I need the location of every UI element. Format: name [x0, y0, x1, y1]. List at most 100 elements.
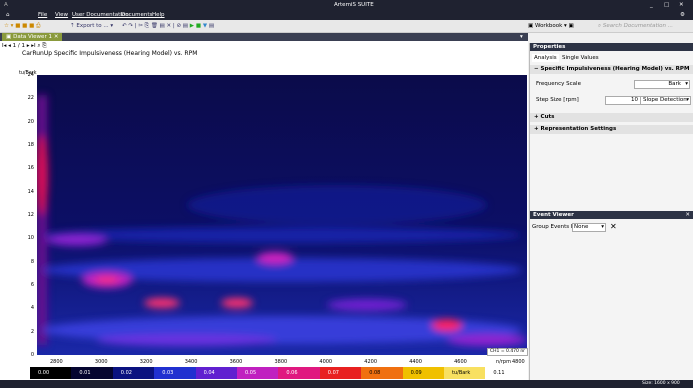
status-size: Size: 1600 x 900 — [642, 380, 680, 388]
colorbar-label: 0.02 — [121, 369, 132, 377]
section-title: Specific Impulsiveness (Hearing Model) v… — [541, 66, 690, 72]
toolbar: ☆ ▾ ■ ■ ■ ⎙ ⇡ Export to ... ▾ ↶ ↷ | ✂ ⎘ … — [0, 20, 693, 33]
viewer-tab-label: Data Viewer 1 — [13, 34, 52, 40]
x-tick-label: 3600 — [230, 359, 243, 365]
x-tick-label: 3400 — [185, 359, 198, 365]
colorbar-segment: 0.03 — [154, 367, 195, 379]
viewer-tab[interactable]: ▣ Data Viewer 1 ✕ — [2, 33, 62, 41]
colorbar-segment: 0.01 — [71, 367, 112, 379]
colorbar-label: 0.09 — [411, 369, 422, 377]
frequency-scale-value: Bark — [668, 81, 681, 88]
y-tick-label: 2 — [22, 329, 34, 335]
x-unit: n/rpm — [496, 359, 511, 365]
step-size-value: 10 — [631, 97, 638, 104]
step-size-label: Step Size [rpm] — [536, 97, 579, 103]
menu-item[interactable]: Documents — [121, 10, 152, 20]
status-bar: Size: 1600 x 900 — [0, 380, 693, 388]
cuts-title: Cuts — [541, 114, 555, 120]
workbook-label: Workbook — [535, 23, 562, 29]
close[interactable]: ✕ — [679, 0, 684, 10]
event-viewer-header: Event Viewer✕ — [530, 211, 693, 219]
chart-title: CarRunUp Specific Impulsiveness (Hearing… — [22, 50, 197, 57]
colorbar-segment: 0.11 — [485, 367, 526, 379]
group-events-select[interactable]: None▾ — [572, 223, 606, 232]
viewer-nav: I◂ ◂ 1 / 1 ▸ ▸I ⌕ ⎘ — [2, 42, 47, 50]
tab-menu[interactable]: ▾ — [520, 33, 523, 41]
section-header[interactable]: − Specific Impulsiveness (Hearing Model)… — [530, 65, 693, 74]
colorbar-label: 0.11 — [493, 369, 504, 377]
app-window: A ArtemiS SUITE _ □ ✕ ⌂ ⚙ FileViewUser D… — [0, 0, 693, 388]
x-tick-label: 3000 — [95, 359, 108, 365]
cuts-header[interactable]: + Cuts — [530, 113, 693, 122]
x-tick-label: 3800 — [275, 359, 288, 365]
x-tick-label: 4800 — [512, 359, 525, 365]
y-tick-label: 10 — [22, 235, 34, 241]
event-viewer-title: Event Viewer — [533, 212, 574, 218]
toolbar-icons-2[interactable]: ↶ ↷ | ✂ ⎘ 🗑 ▤ ✕ | ⊘ ▤ ▶ ■ ▼ ▤ — [122, 20, 214, 32]
colorbar-segment: 0.05 — [237, 367, 278, 379]
y-tick-label: 20 — [22, 119, 34, 125]
workbook-button[interactable]: ▣ Workbook ▾ ▣ — [528, 20, 574, 32]
x-tick-label: 3200 — [140, 359, 153, 365]
colorbar-segment: 0.04 — [196, 367, 237, 379]
colorbar-segment: 0.00 — [30, 367, 71, 379]
menu-item[interactable]: View — [55, 10, 68, 20]
toolbar-icons[interactable]: ☆ ▾ ■ ■ ■ ⎙ — [4, 20, 40, 32]
maximize[interactable]: □ — [664, 0, 669, 10]
x-tick-label: 4400 — [409, 359, 422, 365]
colorbar-segment: 0.07 — [320, 367, 361, 379]
y-tick-label: 4 — [22, 305, 34, 311]
search-box[interactable]: ⌕ Search Documentation ... — [598, 20, 673, 32]
viewer-tab-strip: ▣ Data Viewer 1 ✕ ▾ — [0, 33, 528, 41]
colorbar-label: 0.07 — [328, 369, 339, 377]
tab-single-values[interactable]: Single Values — [560, 54, 601, 62]
step-mode-select[interactable]: Slope Detection▾ — [640, 96, 691, 105]
colorbar-label: 0.04 — [204, 369, 215, 377]
x-tick-label: 4600 — [454, 359, 467, 365]
colorbar-segment: tu/Bark — [444, 367, 485, 379]
minimize[interactable]: _ — [650, 0, 653, 10]
frequency-scale-label: Frequency Scale — [536, 81, 581, 87]
y-tick-label: 22 — [22, 95, 34, 101]
export-label: Export to ... — [76, 23, 108, 29]
frequency-scale-select[interactable]: Bark▾ — [634, 80, 690, 89]
search-placeholder: Search Documentation ... — [603, 23, 673, 29]
y-tick-label: 16 — [22, 165, 34, 171]
tab-analysis[interactable]: Analysis — [532, 54, 559, 62]
colorbar-segment: 0.02 — [113, 367, 154, 379]
colorbar: 0.00 0.01 0.02 0.03 0.04 0.05 0.06 0.07 0.08 0.09… — [30, 367, 527, 379]
colorbar-label: 0.05 — [245, 369, 256, 377]
group-events-label: Group Events By — [532, 224, 578, 230]
y-tick-label: 12 — [22, 212, 34, 218]
colorbar-segment: 0.08 — [361, 367, 402, 379]
cursor-readout: CH1 = 0.470 nr — [487, 348, 528, 356]
title-bar: A ArtemiS SUITE _ □ ✕ — [0, 0, 693, 10]
x-tick-label: 4000 — [319, 359, 332, 365]
home-icon[interactable]: ⌂ — [6, 10, 10, 20]
colorbar-label: 0.01 — [79, 369, 90, 377]
page-indicator: 1 / 1 — [13, 43, 25, 49]
y-tick-label: 24 — [22, 72, 34, 78]
menu-item[interactable]: Help — [152, 10, 165, 20]
clear-button[interactable]: ✕ — [610, 222, 617, 231]
properties-title: Properties — [533, 44, 565, 50]
y-tick-label: 0 — [22, 352, 34, 358]
colorbar-segment: 0.09 — [403, 367, 444, 379]
x-tick-label: 2800 — [50, 359, 63, 365]
properties-header: Properties — [530, 43, 693, 51]
window-title: ArtemiS SUITE — [334, 0, 374, 10]
menu-item[interactable]: File — [38, 10, 47, 20]
y-tick-label: 8 — [22, 259, 34, 265]
app-icon: A — [4, 0, 8, 10]
settings-icon[interactable]: ⚙ — [680, 10, 685, 20]
step-size-input[interactable]: 10 — [605, 96, 641, 105]
colorbar-label: 0.00 — [38, 369, 49, 377]
colorbar-label: tu/Bark — [452, 369, 470, 377]
representation-header[interactable]: + Representation Settings — [530, 125, 693, 134]
representation-title: Representation Settings — [541, 126, 617, 132]
colorbar-label: 0.03 — [162, 369, 173, 377]
colorbar-segment: 0.06 — [278, 367, 319, 379]
properties-panel: Properties Analysis Single Values − Spec… — [529, 43, 693, 380]
export-button[interactable]: ⇡ Export to ... ▾ — [70, 20, 113, 32]
